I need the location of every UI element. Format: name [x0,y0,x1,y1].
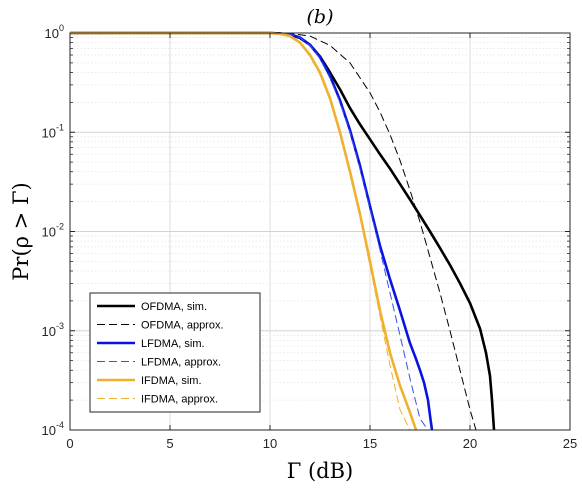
legend-label: LFDMA, approx. [141,357,221,369]
legend-label: LFDMA, sim. [141,338,205,350]
legend: OFDMA, sim. OFDMA, approx. LFDMA, sim. LFDM… [89,292,261,413]
legend-label: OFDMA, sim. [141,301,207,313]
y-tick-label: 10-2 [42,222,64,240]
series-layer [69,31,496,431]
series-line-2 [70,32,482,431]
legend-box [89,292,261,413]
y-tick-label: 10-4 [42,420,64,438]
x-tick-label: 10 [263,436,277,451]
x-tick-label: 20 [463,436,477,451]
x-tick-label: 0 [66,436,73,451]
y-tick-label: 100 [45,23,64,41]
series-line-4 [70,32,429,431]
x-tick-label: 15 [363,436,377,451]
series-line-6 [69,32,411,431]
x-tick-label: 25 [563,436,577,451]
y-axis-title: Pr(ρ > Γ) [9,182,33,280]
legend-label: IFDMA, approx. [141,394,218,406]
x-tick-label: 5 [166,436,173,451]
y-tick-label: 10-1 [42,122,64,140]
y-tick-label: 10-3 [42,321,64,339]
legend-label: IFDMA, sim. [141,375,202,387]
legend-label: OFDMA, approx. [141,320,224,332]
tick-labels: 0 5 10 15 20 25 100 10-1 10-2 10-3 10-4 [42,23,578,451]
chart-title: (b) [307,6,334,28]
x-axis-title: Γ (dB) [287,459,354,483]
